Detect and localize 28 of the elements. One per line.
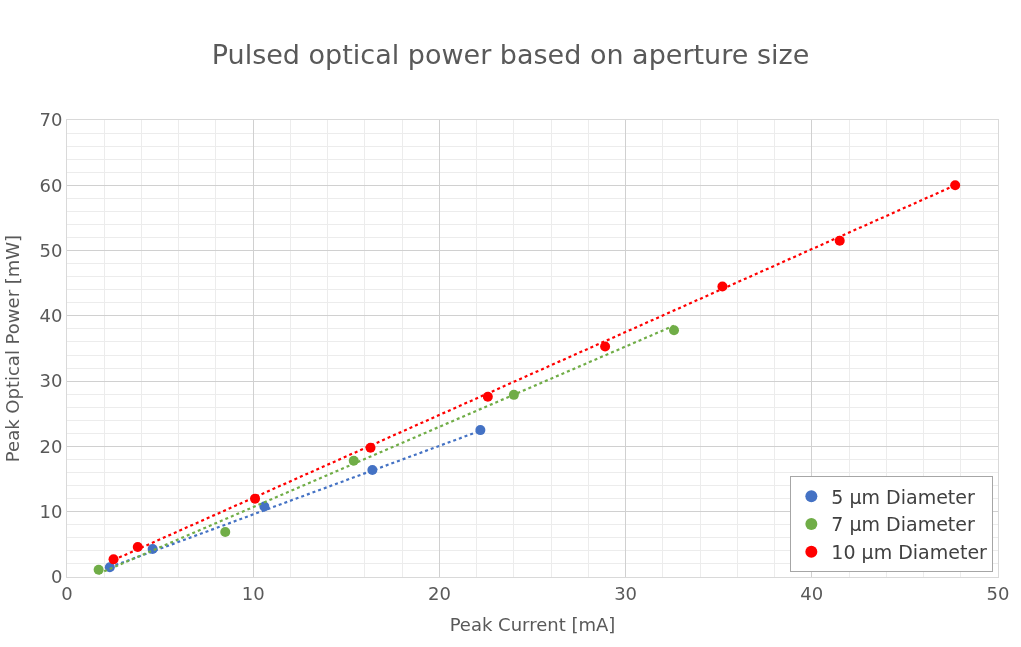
y-tick-label: 10 (39, 501, 63, 523)
point (834, 235, 845, 246)
x-tick-label: 40 (800, 582, 824, 604)
y-tick-label: 70 (39, 109, 63, 131)
point (600, 341, 611, 352)
x-tick-label: 10 (241, 582, 265, 604)
point (482, 391, 493, 402)
legend-label: 10 µm Diameter (831, 541, 988, 564)
point (475, 425, 486, 436)
y-tick-label: 20 (39, 435, 63, 457)
point (220, 526, 231, 537)
y-tick-label: 60 (39, 174, 63, 196)
y-tick-label: 0 (50, 566, 63, 588)
point (950, 180, 961, 191)
x-tick-label: 20 (427, 582, 451, 604)
y-tick-label: 30 (39, 370, 63, 392)
x-axis-title: Peak Current [mA] (449, 613, 616, 635)
legend-label: 7 µm Diameter (831, 513, 975, 536)
point (669, 325, 680, 336)
y-axis-title: Peak Optical Power [mW] (1, 234, 23, 463)
y-tick-label: 50 (39, 239, 63, 261)
point (93, 564, 104, 575)
chart-title: Pulsed optical power based on aperture size (211, 39, 810, 71)
point (508, 389, 519, 400)
legend-label: 5 µm Diameter (831, 485, 975, 508)
x-tick-label: 30 (614, 582, 638, 604)
x-tick-label: 50 (986, 582, 1010, 604)
y-tick-label: 40 (39, 305, 63, 327)
